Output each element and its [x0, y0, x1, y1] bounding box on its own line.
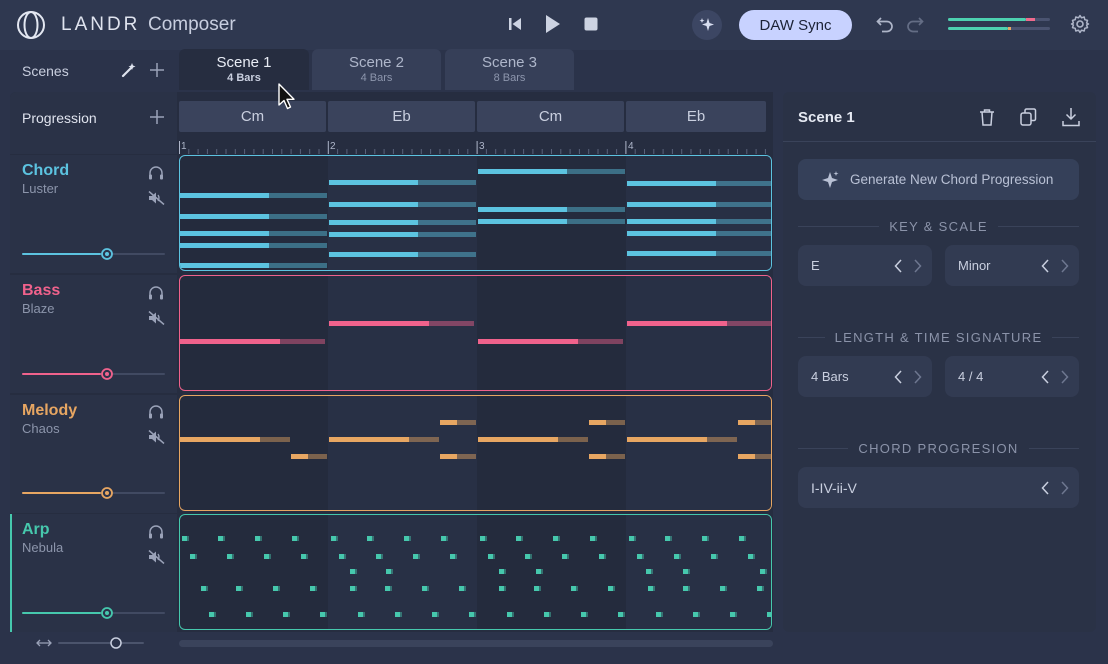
generate-progression-button[interactable]: Generate New Chord Progression: [798, 159, 1079, 200]
timeline-ruler[interactable]: [179, 141, 773, 155]
brand-name: LANDR: [61, 14, 141, 35]
chevron-left-icon[interactable]: [1041, 480, 1049, 495]
chord-progression-section-heading: CHORD PROGRESION: [798, 441, 1080, 456]
play-icon[interactable]: [545, 14, 561, 34]
chord-cell[interactable]: Cm: [179, 101, 326, 132]
scene-tab-title: Scene 2: [348, 54, 405, 71]
key-value: E: [811, 258, 820, 273]
undo-icon[interactable]: [876, 15, 894, 33]
scene-tab-bars: 4 Bars: [227, 72, 261, 84]
stop-icon[interactable]: [584, 17, 598, 31]
mouse-cursor-icon: [277, 83, 297, 111]
track-volume-slider[interactable]: [22, 486, 167, 500]
mute-speaker-icon[interactable]: [148, 550, 165, 564]
solo-headphones-icon[interactable]: [148, 405, 164, 419]
time-signature-selector[interactable]: 4 / 4: [945, 356, 1079, 397]
progression-label: Progression: [22, 110, 97, 126]
bar-number: 2: [330, 141, 336, 152]
chevron-right-icon[interactable]: [1061, 369, 1069, 384]
arp-lane[interactable]: [179, 514, 772, 630]
delete-trash-icon[interactable]: [979, 108, 995, 126]
chord-progression-value: I-IV-ii-V: [811, 479, 857, 496]
product-name: Composer: [148, 14, 236, 35]
chord-progression-selector[interactable]: I-IV-ii-V: [798, 467, 1079, 508]
chevron-left-icon[interactable]: [1041, 258, 1049, 273]
chevron-left-icon[interactable]: [894, 369, 902, 384]
length-value: 4 Bars: [811, 369, 849, 384]
horizontal-scrollbar[interactable]: [179, 640, 773, 647]
add-scene-icon[interactable]: [149, 62, 165, 78]
time-signature-value: 4 / 4: [958, 369, 984, 384]
chevron-left-icon[interactable]: [894, 258, 902, 273]
daw-sync-button[interactable]: DAW Sync: [739, 10, 852, 40]
ai-sparkle-button[interactable]: [692, 10, 722, 40]
chord-cell[interactable]: Cm: [477, 101, 624, 132]
section-title: LENGTH & TIME SIGNATURE: [834, 330, 1043, 345]
mute-speaker-icon[interactable]: [148, 430, 165, 444]
scene-tab-bars: 4 Bars: [360, 72, 393, 84]
track-name: Bass: [22, 282, 61, 299]
chord-cell[interactable]: Eb: [626, 101, 766, 132]
mute-speaker-icon[interactable]: [148, 191, 165, 205]
scene-tab-bars: 8 Bars: [493, 72, 526, 84]
section-title: KEY & SCALE: [889, 219, 988, 234]
track-volume-slider[interactable]: [22, 247, 167, 261]
sparkle-icon: [820, 170, 840, 190]
bass-lane[interactable]: [179, 275, 772, 391]
length-time-section-heading: LENGTH & TIME SIGNATURE: [798, 330, 1079, 345]
output-level-meter: [948, 17, 1050, 33]
solo-headphones-icon[interactable]: [148, 286, 164, 300]
chord-cell[interactable]: Eb: [328, 101, 475, 132]
chevron-right-icon[interactable]: [914, 258, 922, 273]
solo-headphones-icon[interactable]: [148, 525, 164, 539]
track-preset[interactable]: Blaze: [22, 301, 55, 316]
key-scale-section-heading: KEY & SCALE: [798, 219, 1080, 234]
chevron-right-icon[interactable]: [1061, 258, 1069, 273]
melody-lane[interactable]: [179, 395, 772, 511]
generate-label: Generate New Chord Progression: [850, 172, 1054, 187]
track-preset[interactable]: Luster: [22, 181, 59, 196]
bar-number: 3: [479, 141, 485, 152]
download-icon[interactable]: [1062, 107, 1080, 127]
key-selector[interactable]: E: [798, 245, 932, 286]
length-selector[interactable]: 4 Bars: [798, 356, 932, 397]
scale-selector[interactable]: Minor: [945, 245, 1079, 286]
duplicate-icon[interactable]: [1020, 108, 1037, 126]
landr-logo-icon: [15, 10, 47, 40]
bar-number: 1: [181, 141, 187, 152]
chord-lane[interactable]: [179, 155, 772, 271]
track-volume-slider[interactable]: [22, 367, 167, 381]
divider: [783, 141, 1096, 142]
track-name: Chord: [22, 162, 70, 179]
skip-back-icon[interactable]: [508, 16, 522, 32]
sparkle-icon: [699, 17, 715, 33]
bar-number: 4: [628, 141, 634, 152]
scene-tab-title: Scene 3: [481, 54, 538, 71]
add-chord-icon[interactable]: [149, 109, 165, 125]
scene-tab-2[interactable]: Scene 2 4 Bars: [312, 49, 441, 90]
scene-tab-1[interactable]: Scene 1 4 Bars: [179, 49, 309, 90]
horizontal-zoom-icon: [36, 637, 52, 649]
track-volume-slider[interactable]: [22, 606, 167, 620]
scale-value: Minor: [958, 258, 991, 273]
mute-speaker-icon[interactable]: [148, 311, 165, 325]
scene-tab-3[interactable]: Scene 3 8 Bars: [445, 49, 574, 90]
scene-tab-title: Scene 1: [216, 54, 272, 71]
scenes-label: Scenes: [22, 63, 69, 79]
track-preset[interactable]: Nebula: [22, 540, 64, 555]
chevron-left-icon[interactable]: [1041, 369, 1049, 384]
chevron-right-icon[interactable]: [914, 369, 922, 384]
inspector-title: Scene 1: [798, 109, 855, 126]
track-name: Arp: [22, 521, 50, 538]
progression-header: [10, 92, 177, 154]
settings-gear-icon[interactable]: [1070, 14, 1090, 34]
section-title: CHORD PROGRESION: [858, 441, 1019, 456]
redo-icon[interactable]: [906, 15, 924, 33]
magic-wand-icon[interactable]: [121, 62, 137, 78]
track-name: Melody: [22, 402, 78, 419]
solo-headphones-icon[interactable]: [148, 166, 164, 180]
chevron-right-icon[interactable]: [1061, 480, 1069, 495]
zoom-slider[interactable]: [58, 636, 144, 650]
track-preset[interactable]: Chaos: [22, 421, 60, 436]
